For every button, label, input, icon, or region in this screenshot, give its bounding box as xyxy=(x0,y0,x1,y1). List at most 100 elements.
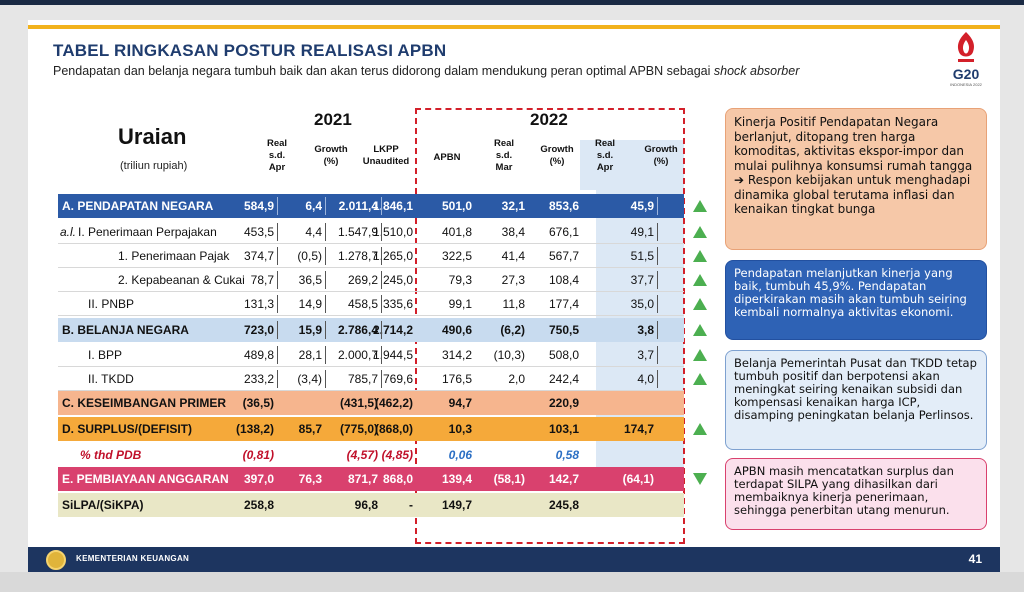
row-label: C. KESEIMBANGAN PRIMER xyxy=(62,396,227,410)
column-separator xyxy=(325,247,326,265)
column-separator xyxy=(657,321,658,339)
table-cell: 245,0 xyxy=(382,273,413,287)
year-2021-heading: 2021 xyxy=(314,110,352,129)
table-row: II. PNBP 131,3 14,9 458,5 335,6 99,1 11,8 177,4… xyxy=(58,292,684,316)
table-cell: 750,5 xyxy=(548,323,579,337)
table-cell: 45,9 xyxy=(630,199,654,213)
column-separator xyxy=(657,295,658,313)
column-separator xyxy=(277,197,278,215)
slide-subtitle: Pendapatan dan belanja negara tumbuh bai… xyxy=(53,64,799,78)
column-separator xyxy=(381,247,382,265)
table-cell: - xyxy=(409,498,413,512)
table-row: B. BELANJA NEGARA 723,0 15,9 2.786,4 2.714,2… xyxy=(58,318,684,342)
slide-title: TABEL RINGKASAN POSTUR REALISASI APBN xyxy=(53,41,447,60)
column-header: Growth (%) xyxy=(540,144,574,167)
table-cell: 489,8 xyxy=(243,348,274,362)
column-separator xyxy=(657,247,658,265)
note-revenue-growth: Pendapatan melanjutkan kinerja yang baik… xyxy=(725,260,987,340)
table-row: A. PENDAPATAN NEGARA 584,9 6,4 2.011,4 1.846… xyxy=(58,194,684,218)
table-cell: 1.278,7 xyxy=(337,249,378,263)
column-separator xyxy=(325,346,326,364)
table-cell: 96,8 xyxy=(354,498,378,512)
column-separator xyxy=(325,370,326,388)
column-separator xyxy=(381,271,382,289)
column-separator xyxy=(325,271,326,289)
up-triangle-icon xyxy=(693,274,707,286)
table-cell: (0,81) xyxy=(242,448,274,462)
table-cell: 490,6 xyxy=(441,323,472,337)
table-cell: 0,58 xyxy=(555,448,579,462)
table-cell: (4,57) xyxy=(346,448,378,462)
table-row: I. BPP 489,8 28,1 2.000,7 1.944,5 314,2 (10,3)… xyxy=(58,343,684,367)
table-cell: 868,0 xyxy=(382,472,413,486)
table-cell: 37,7 xyxy=(630,273,654,287)
column-separator xyxy=(325,321,326,339)
g20-logo-subtext: INDONESIA 2022 xyxy=(950,82,982,87)
table-cell: 723,0 xyxy=(243,323,274,337)
table-cell: 2.011,4 xyxy=(338,199,378,213)
table-cell: 131,3 xyxy=(243,297,274,311)
row-prefix: a.l. xyxy=(60,225,77,239)
table-cell: 99,1 xyxy=(448,297,472,311)
table-cell: 32,1 xyxy=(501,199,525,213)
up-triangle-icon xyxy=(693,373,707,385)
table-cell: 15,9 xyxy=(298,323,322,337)
subtitle-text: Pendapatan dan belanja negara tumbuh bai… xyxy=(53,64,711,78)
up-triangle-icon xyxy=(693,349,707,361)
table-cell: 453,5 xyxy=(243,225,274,239)
table-row: D. SURPLUS/(DEFISIT) (138,2) 85,7 (775,0) (8… xyxy=(58,417,684,441)
row-label: B. BELANJA NEGARA xyxy=(62,323,189,337)
table-cell: 397,0 xyxy=(243,472,274,486)
column-header: Growth (%) xyxy=(314,144,348,167)
table-cell: 177,4 xyxy=(548,297,579,311)
table-cell: (4,85) xyxy=(381,448,413,462)
ministry-logo-icon xyxy=(46,550,66,570)
up-triangle-icon xyxy=(693,226,707,238)
g20-logo-text: G20 xyxy=(952,66,980,82)
table-cell: 258,8 xyxy=(243,498,274,512)
column-separator xyxy=(277,346,278,364)
table-cell: 108,4 xyxy=(548,273,579,287)
uraian-heading: Uraian xyxy=(118,124,187,149)
table-row: a.l. I. Penerimaan Perpajakan 453,5 4,4 1.54… xyxy=(58,220,684,244)
table-row: 1. Penerimaan Pajak 374,7 (0,5) 1.278,7 1.26… xyxy=(58,244,684,268)
table-row: C. KESEIMBANGAN PRIMER (36,5) (431,5) (462,… xyxy=(58,391,684,415)
table-cell: 871,7 xyxy=(347,472,378,486)
row-label: I. BPP xyxy=(88,348,123,362)
up-triangle-icon xyxy=(693,423,707,435)
table-cell: 35,0 xyxy=(630,297,654,311)
column-header: LKPP Unaudited xyxy=(362,144,410,167)
table-cell: 2.786,4 xyxy=(337,323,378,337)
up-triangle-icon xyxy=(693,298,707,310)
table-cell: 3,7 xyxy=(637,348,654,362)
slide-footer: KEMENTERIAN KEUANGAN 41 xyxy=(28,547,1000,572)
up-triangle-icon xyxy=(693,324,707,336)
column-separator xyxy=(657,223,658,241)
table-row: II. TKDD 233,2 (3,4) 785,7 769,6 176,5 2,0 242,… xyxy=(58,367,684,391)
column-separator xyxy=(381,370,382,388)
table-cell: 269,2 xyxy=(347,273,378,287)
column-separator xyxy=(325,223,326,241)
table-cell: 4,0 xyxy=(637,372,654,386)
column-header: Real s.d. Apr xyxy=(594,138,616,173)
table-cell: 458,5 xyxy=(347,297,378,311)
column-separator xyxy=(277,247,278,265)
table-cell: 27,3 xyxy=(501,273,525,287)
table-cell: 78,7 xyxy=(250,273,274,287)
table-cell: 11,8 xyxy=(502,297,525,311)
table-cell: (6,2) xyxy=(500,323,525,337)
table-cell: (431,5) xyxy=(339,396,378,410)
column-separator xyxy=(325,197,326,215)
column-separator xyxy=(277,271,278,289)
column-header: APBN xyxy=(433,152,461,163)
window-top-bar xyxy=(0,0,1024,5)
table-cell: 103,1 xyxy=(548,422,579,436)
table-cell: 149,7 xyxy=(441,498,472,512)
g20-logo: G20 INDONESIA 2022 xyxy=(946,30,986,92)
table-cell: 1.510,0 xyxy=(372,225,413,239)
column-separator xyxy=(277,321,278,339)
table-cell: 4,4 xyxy=(305,225,322,239)
table-cell: 567,7 xyxy=(548,249,579,263)
table-row: SiLPA/(SiKPA) 258,8 96,8 - 149,7 245,8 xyxy=(58,493,684,517)
column-separator xyxy=(381,321,382,339)
